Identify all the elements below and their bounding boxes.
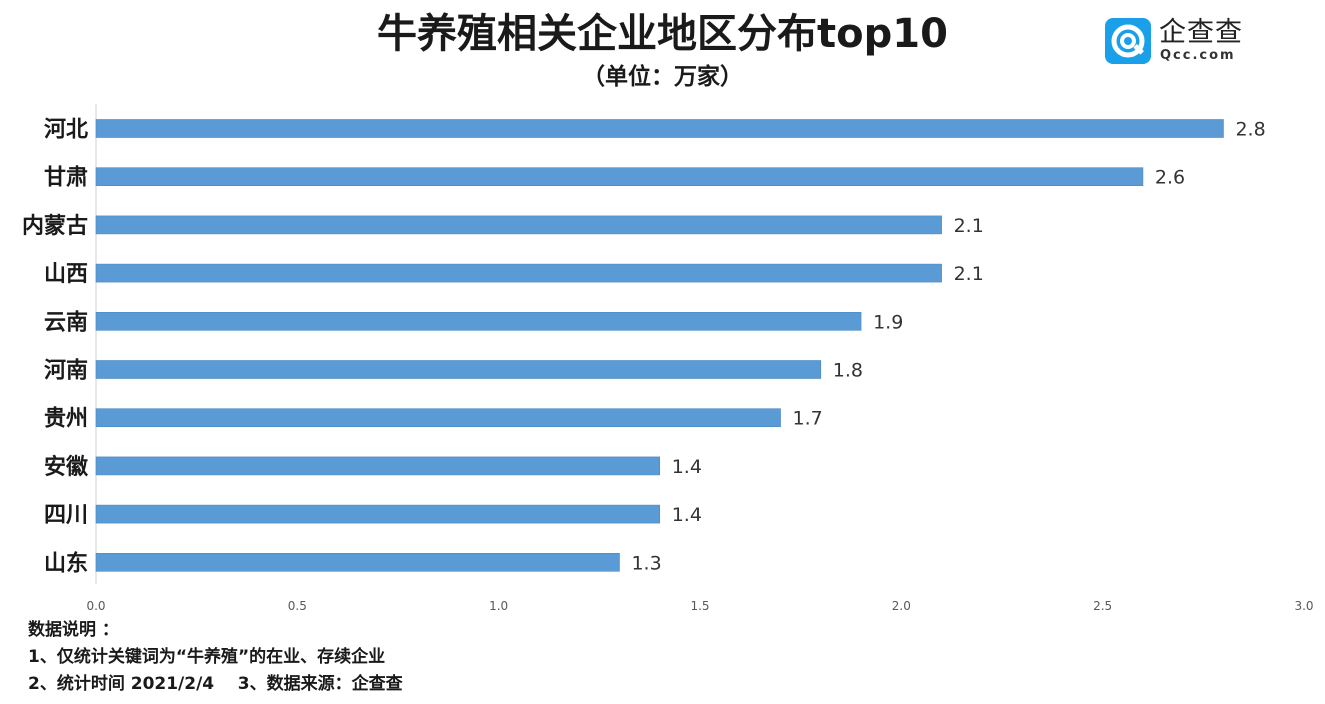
bar	[95, 167, 1144, 186]
category-label: 贵州	[44, 407, 88, 432]
category-label: 甘肃	[44, 165, 88, 191]
logo-name: 企查查	[1159, 17, 1243, 48]
bar	[95, 119, 1224, 138]
x-tick-label: 0.5	[288, 599, 307, 613]
x-tick-label: 0.0	[86, 599, 105, 613]
bar	[95, 215, 942, 235]
logo-domain: Qcc.com	[1160, 48, 1236, 63]
data-label: 1.8	[833, 360, 863, 382]
data-label: 1.4	[672, 456, 702, 478]
data-label: 2.6	[1155, 167, 1185, 189]
bar	[95, 408, 781, 428]
x-tick-label: 1.0	[489, 599, 508, 613]
chart-title: 牛养殖相关企业地区分布top10	[377, 11, 948, 57]
x-tick-label: 3.0	[1294, 599, 1313, 613]
bar	[95, 456, 661, 476]
category-label: 四川	[44, 503, 88, 528]
category-label: 河北	[44, 118, 88, 143]
notes-title: 数据说明 ：	[28, 620, 119, 640]
notes-line-1: 1、仅统计关键词为“牛养殖”的在业、存续企业	[28, 647, 386, 667]
data-label: 1.4	[672, 504, 702, 526]
x-tick-label: 1.5	[690, 599, 709, 613]
category-label: 山西	[44, 262, 88, 287]
data-label: 1.3	[631, 552, 661, 574]
bar	[95, 504, 661, 524]
x-tick-label: 2.5	[1093, 599, 1112, 613]
data-label: 2.1	[954, 215, 984, 237]
data-label: 2.1	[954, 263, 984, 285]
notes-line-2: 2、统计时间 2021/2/4 3、数据来源：企查查	[28, 674, 403, 694]
chart-subtitle: （单位：万家）	[582, 64, 743, 90]
qcc-logo-icon	[1105, 18, 1151, 64]
category-label: 云南	[44, 310, 88, 335]
x-tick-label: 2.0	[892, 599, 911, 613]
category-label: 内蒙古	[22, 213, 88, 239]
bar	[95, 552, 620, 572]
bar	[95, 311, 862, 331]
data-label: 1.9	[873, 311, 903, 333]
category-label: 河南	[44, 359, 88, 384]
category-label: 山东	[44, 550, 88, 576]
brand-logo: 企查查 Qcc.com	[1105, 17, 1255, 68]
bar	[95, 360, 822, 379]
category-label: 安徽	[44, 454, 89, 480]
data-label: 2.8	[1235, 119, 1265, 141]
data-label: 1.7	[793, 408, 823, 430]
bar	[95, 263, 942, 283]
